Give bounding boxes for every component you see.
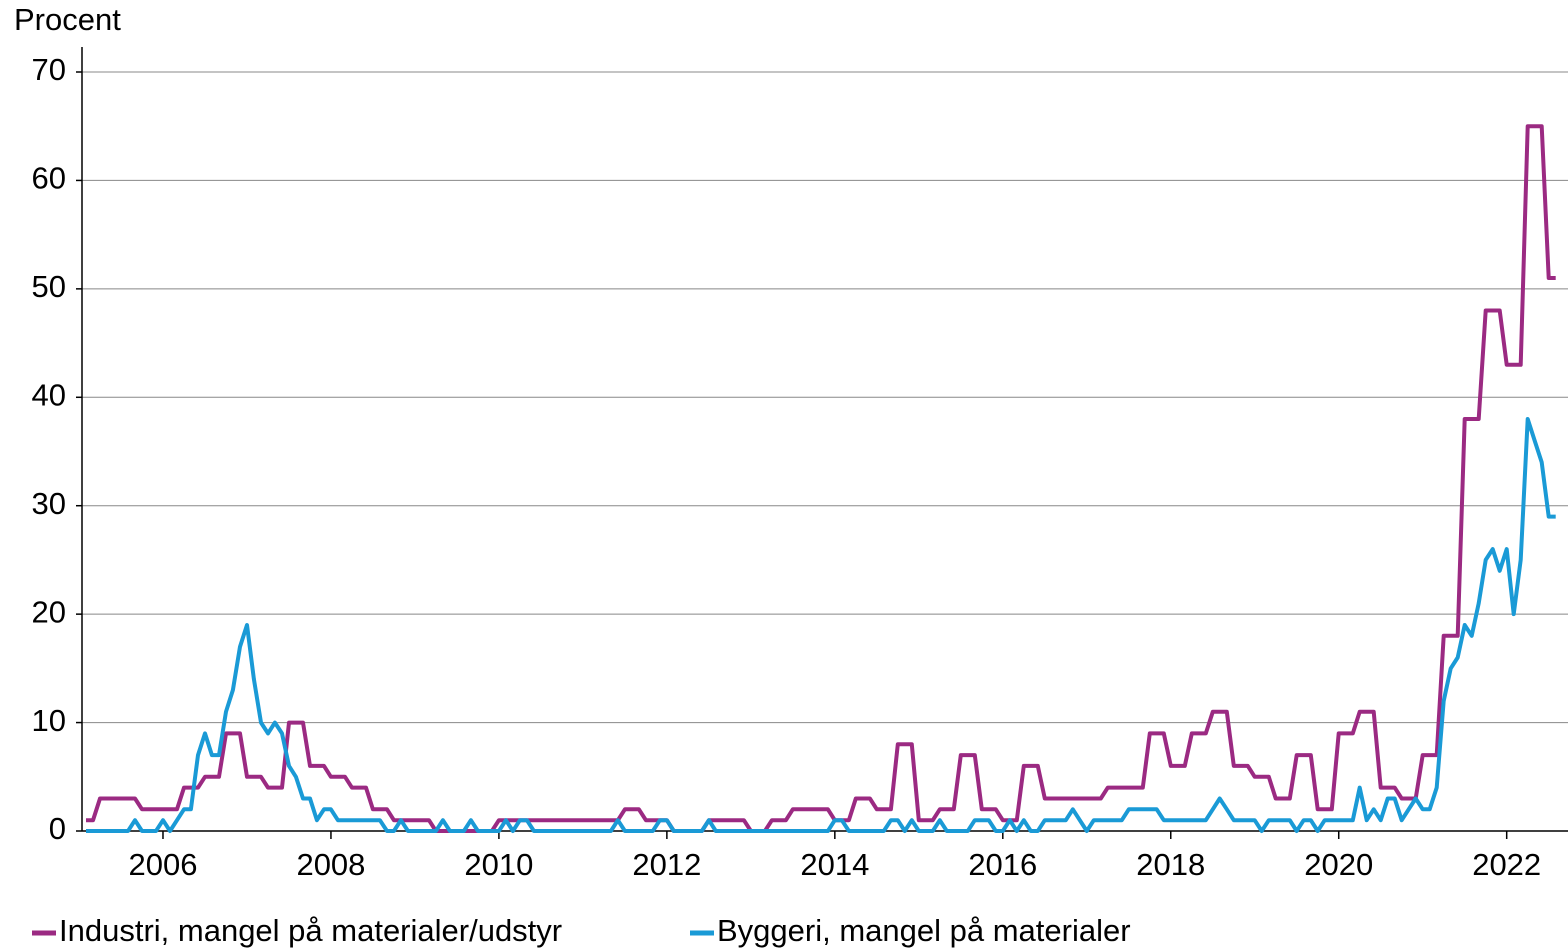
x-tick-label: 2006 bbox=[128, 847, 197, 882]
y-tick-label: 10 bbox=[32, 703, 66, 738]
x-tick-label: 2010 bbox=[464, 847, 533, 882]
y-tick-label: 30 bbox=[32, 486, 66, 521]
x-tick-label: 2016 bbox=[968, 847, 1037, 882]
y-axis-label: Procent bbox=[14, 2, 121, 37]
legend-label: Byggeri, mangel på materialer bbox=[717, 913, 1131, 948]
data-line bbox=[86, 124, 1556, 833]
data-line bbox=[86, 417, 1556, 833]
x-tick-label: 2022 bbox=[1472, 847, 1541, 882]
x-tick-label: 2008 bbox=[296, 847, 365, 882]
legend-label: Industri, mangel på materialer/udstyr bbox=[59, 913, 562, 948]
y-tick-label: 0 bbox=[49, 811, 66, 846]
x-tick-label: 2020 bbox=[1304, 847, 1373, 882]
y-tick-label: 40 bbox=[32, 377, 66, 412]
y-tick-label: 70 bbox=[32, 52, 66, 87]
x-tick-label: 2018 bbox=[1136, 847, 1205, 882]
y-tick-label: 50 bbox=[32, 269, 66, 304]
x-tick-label: 2012 bbox=[632, 847, 701, 882]
x-tick-label: 2014 bbox=[800, 847, 869, 882]
y-tick-label: 20 bbox=[32, 594, 66, 629]
y-tick-label: 60 bbox=[32, 161, 66, 196]
